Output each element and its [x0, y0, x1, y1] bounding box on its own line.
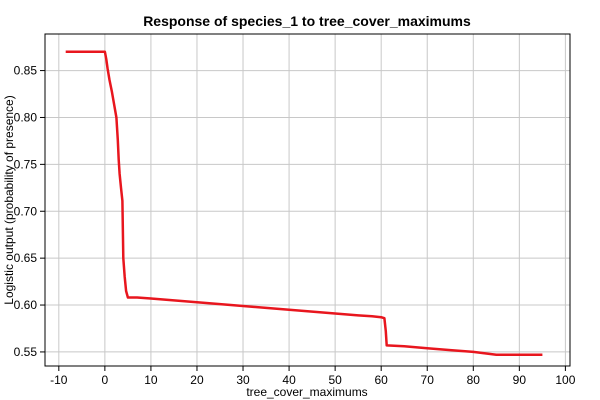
grid	[45, 34, 570, 366]
y-tick-label: 0.60	[14, 298, 38, 312]
y-tick-label: 0.80	[14, 110, 38, 124]
x-tick-label: 60	[375, 373, 389, 387]
chart-title: Response of species_1 to tree_cover_maxi…	[143, 13, 471, 29]
x-tick-label: 10	[144, 373, 158, 387]
series-layer	[65, 50, 543, 356]
y-tick-label: 0.75	[14, 157, 38, 171]
x-tick-label: 20	[190, 373, 204, 387]
y-tick-label: 0.55	[14, 345, 38, 359]
x-tick-label: -10	[50, 373, 68, 387]
x-tick-label: 0	[102, 373, 109, 387]
x-tick-label: 80	[467, 373, 481, 387]
axis-ticks: -10 0 10 20 30 40 50 60 70 80 90 100 0.55 0.60 0.65 0.7…	[14, 64, 576, 387]
x-axis-label: tree_cover_maximums	[246, 385, 367, 399]
x-tick-label: 70	[421, 373, 435, 387]
x-tick-label: 90	[513, 373, 527, 387]
y-axis-label: Logistic output (probability of presence…	[2, 95, 16, 304]
y-tick-label: 0.85	[14, 64, 38, 78]
x-tick-label: 30	[236, 373, 250, 387]
x-tick-label: 100	[555, 373, 575, 387]
x-tick-label: 50	[328, 373, 342, 387]
series-line	[65, 50, 543, 356]
y-tick-label: 0.65	[14, 251, 38, 265]
x-tick-label: 40	[282, 373, 296, 387]
y-tick-label: 0.70	[14, 204, 38, 218]
plot-area	[44, 33, 571, 367]
